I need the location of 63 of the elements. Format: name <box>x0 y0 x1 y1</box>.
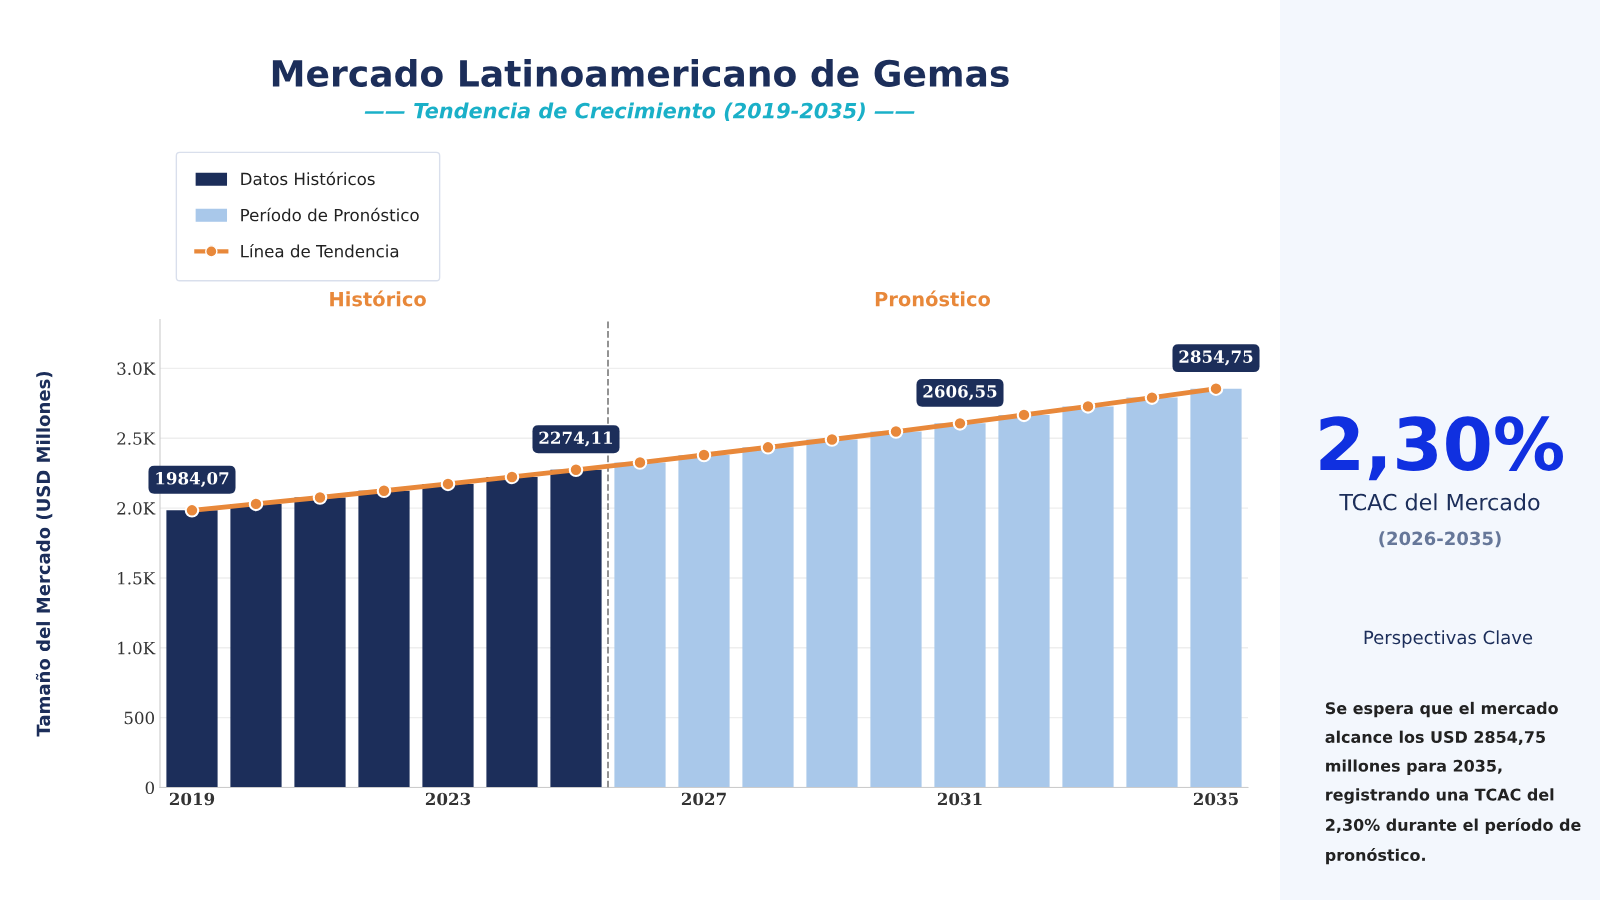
bar <box>678 455 730 788</box>
text: Histórico <box>330 290 426 307</box>
point <box>696 447 712 463</box>
bar <box>870 431 922 788</box>
point <box>1016 407 1032 423</box>
bar <box>934 423 986 788</box>
y-tick-label: 0 <box>145 781 155 795</box>
point <box>824 432 840 447</box>
point <box>504 469 520 485</box>
point <box>888 424 904 439</box>
data-label: 2854,75 <box>1179 350 1253 366</box>
bar <box>166 510 218 788</box>
x-tick-label: 2027 <box>681 792 726 806</box>
text: (2026-2035) <box>1379 531 1501 548</box>
x-tick-label: 2031 <box>937 792 982 806</box>
bar <box>486 476 538 788</box>
bar <box>230 503 282 788</box>
bar <box>614 462 666 788</box>
data-label: 2606,55 <box>923 385 997 401</box>
bar <box>550 469 602 788</box>
y-tick-label: 1.0K <box>118 641 156 655</box>
text: Perspectivas Clave <box>1364 630 1533 648</box>
bar <box>1126 397 1178 788</box>
bar <box>1190 388 1242 788</box>
legend-label: Período de Pronóstico <box>241 207 419 222</box>
y-tick-label: 2.0K <box>117 502 156 515</box>
y-tick-label: 3.0K <box>117 362 156 375</box>
point <box>1144 390 1160 405</box>
text: Pronóstico <box>875 290 991 307</box>
chart-subtitle: —— Tendencia de Crecimiento (2019-2035) —— <box>364 102 915 121</box>
point <box>312 490 328 505</box>
legend-label: Línea de Tendencia <box>241 243 399 258</box>
point <box>952 416 968 431</box>
data-label: 2274,11 <box>539 431 613 447</box>
x-tick-label: 2019 <box>169 792 215 806</box>
point <box>1080 399 1096 414</box>
point <box>376 483 392 499</box>
y-tick-label: 1.5K <box>118 571 156 585</box>
bar <box>294 497 346 788</box>
x-tick-label: 2035 <box>1193 792 1238 806</box>
bar <box>998 414 1050 788</box>
bar <box>742 447 794 788</box>
y-axis-title: Tamaño del Mercado (USD Millones) <box>35 371 53 737</box>
bar <box>806 439 858 788</box>
text: Se espera que el mercado alcance los USD 2854,75 millones para 2035, registrando una TCAC del 2,30% durante el período de pronóstico. <box>1325 701 1581 865</box>
y-tick-label: 2.5K <box>117 432 156 445</box>
text: 2,30% <box>1320 416 1563 481</box>
point <box>440 476 456 492</box>
point <box>632 455 648 470</box>
point <box>248 496 264 512</box>
point <box>1208 381 1224 396</box>
bar <box>422 483 474 788</box>
x-tick-label: 2023 <box>425 792 471 806</box>
data-label: 1984,07 <box>156 472 229 488</box>
point <box>568 462 584 478</box>
chart-title: Mercado Latinoamericano de Gemas <box>272 59 1009 87</box>
bar <box>1062 406 1114 788</box>
legend-label: Datos Históricos <box>241 171 375 186</box>
bar <box>358 490 410 788</box>
text: TCAC del Mercado <box>1339 493 1540 511</box>
point <box>760 440 776 455</box>
point <box>184 503 200 518</box>
y-tick-label: 500 <box>124 711 155 725</box>
